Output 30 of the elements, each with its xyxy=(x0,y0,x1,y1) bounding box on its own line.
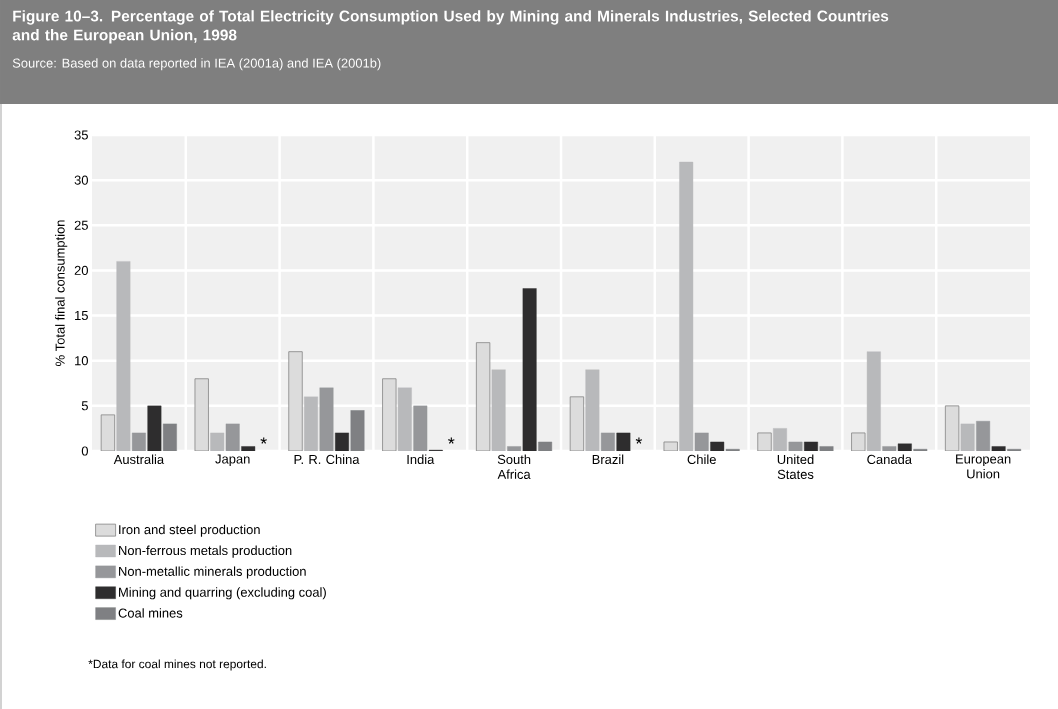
y-tick-label: 25 xyxy=(74,220,88,230)
legend-label: Non-ferrous metals production xyxy=(119,545,292,558)
y-tick-label: 15 xyxy=(75,311,88,321)
legend-label: Non-metallic minerals production xyxy=(119,566,306,579)
y-tick-label: 5 xyxy=(81,401,88,411)
y-tick-label: 10 xyxy=(75,356,88,366)
annotation: * xyxy=(448,437,455,444)
x-tick-label: Canada xyxy=(867,454,912,465)
x-tick-label: Brazil xyxy=(592,454,624,465)
legend-label: Iron and steel production xyxy=(119,524,260,537)
legend-label: Coal mines xyxy=(118,608,183,618)
y-tick-label: 0 xyxy=(81,446,88,456)
x-tick-label: United States xyxy=(777,454,814,479)
x-tick-label: P. R. China xyxy=(294,454,360,465)
legend-label: Mining and quarring (excluding coal) xyxy=(119,587,326,600)
y-axis-title: % Total final consumption xyxy=(55,220,68,366)
y-tick-label: 30 xyxy=(74,175,88,185)
text: *Data for coal mines not reported. xyxy=(88,659,266,671)
x-tick-label: India xyxy=(407,454,435,465)
x-tick-label: Australia xyxy=(113,454,165,465)
chart-title: Figure 10–3. Percentage of Total Electricity Consumption Used by Mining and Minerals Industries, Selected Countries and the European Union, 1998 xyxy=(12,10,889,44)
y-tick-label: 35 xyxy=(74,130,88,140)
y-tick-label: 20 xyxy=(74,265,88,275)
annotation: * xyxy=(635,437,643,444)
x-tick-label: Japan xyxy=(215,454,250,467)
annotation: * xyxy=(260,437,267,444)
x-tick-label: South Africa xyxy=(497,454,531,479)
chart-subtitle: Source: Based on data reported in IEA (2001a) and IEA (2001b) xyxy=(12,58,381,71)
x-tick-label: Chile xyxy=(687,454,716,465)
x-tick-label: European Union xyxy=(956,454,1011,479)
